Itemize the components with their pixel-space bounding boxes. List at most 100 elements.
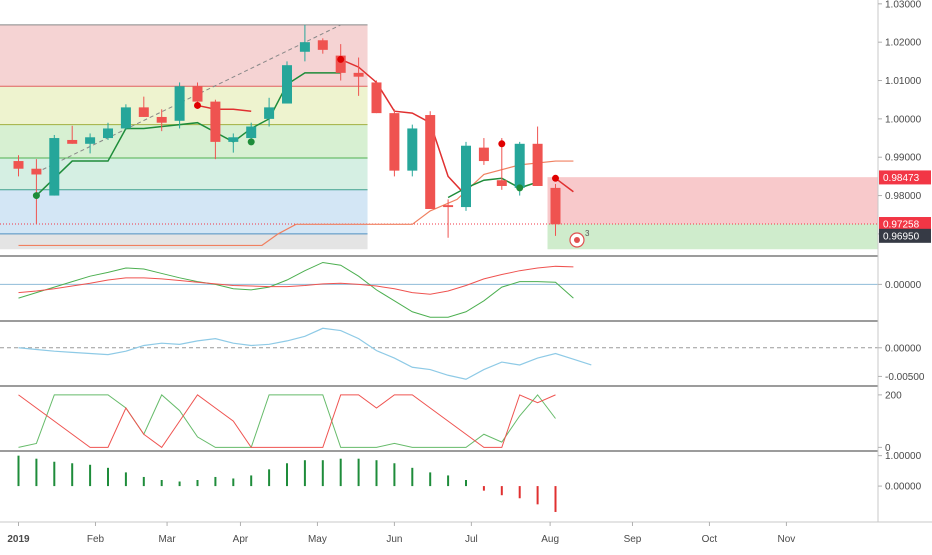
- histogram-bar: [107, 467, 109, 487]
- histogram-bar: [232, 478, 235, 487]
- event-badge-count: 3: [585, 229, 590, 238]
- fib-band: [0, 24, 368, 87]
- dashed-trendline: [36, 24, 341, 174]
- candle-body: [192, 86, 203, 102]
- candle-body: [550, 187, 561, 225]
- candle-body: [210, 101, 221, 142]
- candle-body: [317, 40, 328, 50]
- fib-band: [0, 233, 368, 250]
- time-axis[interactable]: 2019 Feb Mar Apr May Jun Jul Aug Sep Oct Nov: [0, 521, 932, 545]
- time-tick-label: Sep: [624, 534, 642, 545]
- histogram-bar: [518, 486, 521, 499]
- supertrend-red: [555, 177, 574, 193]
- candle-body: [120, 107, 131, 129]
- fib-band: [0, 189, 368, 234]
- price-tick-label: 0.99000: [885, 153, 922, 164]
- candle-body: [407, 128, 418, 171]
- osc3-tick-label: 0: [885, 443, 891, 454]
- hist-tick-label: 1.00000: [885, 451, 922, 462]
- price-tick-label: 1.02000: [885, 38, 922, 49]
- histogram-bar: [554, 486, 557, 512]
- candle-body: [13, 161, 24, 169]
- signal-dot: [552, 174, 559, 182]
- histogram-bar: [357, 458, 360, 487]
- histogram-bar: [447, 475, 450, 487]
- candle-body: [156, 116, 167, 123]
- candle-body: [371, 82, 382, 114]
- histogram-bar: [482, 486, 485, 491]
- oscillator-pane-3[interactable]: [18, 394, 556, 449]
- candle-body: [282, 65, 292, 104]
- candle-body: [138, 107, 149, 117]
- fib-band: [0, 124, 368, 158]
- histogram-bar: [375, 460, 378, 487]
- time-tick-label: Oct: [702, 534, 718, 545]
- price-tag-label: 0.96950: [883, 231, 920, 242]
- histogram-bar: [393, 463, 396, 487]
- signal-dot: [498, 140, 506, 148]
- price-tick-label: 0.98000: [885, 191, 922, 202]
- candle-body: [49, 138, 60, 196]
- price-axis[interactable]: 1.03000 1.02000 1.01000 1.00000 0.99000 0.980…: [0, 0, 931, 522]
- main-price-pane[interactable]: 3: [0, 24, 878, 250]
- price-tag-label: 0.98473: [883, 173, 920, 184]
- time-tick-label: 2019: [7, 534, 30, 545]
- time-tick-label: Jul: [465, 534, 478, 545]
- price-tag: [879, 228, 931, 243]
- candle-body: [228, 137, 239, 142]
- histogram-bar: [339, 458, 342, 487]
- histogram-bar: [35, 458, 38, 487]
- event-badge-dot: [573, 237, 580, 243]
- time-tick-label: Feb: [87, 534, 105, 545]
- time-tick-label: Aug: [541, 534, 559, 545]
- histogram-bar: [465, 480, 467, 487]
- histogram-bar: [286, 463, 288, 487]
- target-zone-green: [547, 223, 878, 250]
- histogram-bar: [160, 480, 163, 487]
- signal-dot: [247, 138, 255, 146]
- osc2-tick-label: -0.00500: [885, 372, 925, 383]
- signal-dot: [32, 192, 40, 200]
- histogram-bar: [500, 486, 503, 496]
- price-tag: [879, 170, 931, 185]
- time-tick-label: Mar: [158, 534, 176, 545]
- orange-trailing-line: [18, 160, 574, 247]
- histogram-bar: [268, 469, 271, 487]
- histogram-bar: [303, 460, 306, 487]
- histogram-bar: [214, 476, 217, 487]
- price-tag: [879, 217, 931, 232]
- signal-dot: [194, 101, 201, 109]
- candle-body: [532, 143, 543, 186]
- osc3-tick-label: 200: [885, 390, 902, 401]
- supertrend-red: [340, 58, 467, 197]
- histogram-bar: [53, 461, 56, 487]
- histogram-bar: [17, 455, 20, 487]
- histogram-bar: [71, 463, 74, 487]
- candle-body: [478, 147, 489, 162]
- oscillator-pane-2[interactable]: [0, 327, 878, 380]
- price-tick-label: 1.00000: [885, 114, 922, 125]
- histogram-bar: [429, 472, 432, 487]
- price-tag-label: 0.97258: [883, 220, 920, 231]
- candle-body: [264, 107, 275, 119]
- candle-body: [85, 137, 96, 144]
- candle-body: [67, 139, 78, 144]
- osc2-tick-label: 0.00000: [885, 343, 922, 354]
- histogram-bar: [124, 472, 127, 487]
- histogram-bar: [536, 486, 539, 505]
- histogram-pane[interactable]: [17, 455, 557, 512]
- signal-dot: [516, 184, 524, 192]
- osc2-blue-line: [18, 327, 592, 380]
- target-zone-red: [547, 177, 878, 224]
- candle-body: [103, 128, 113, 139]
- candle-body: [443, 205, 454, 208]
- histogram-bar: [89, 464, 92, 487]
- oscillator-pane-1[interactable]: [0, 261, 878, 318]
- price-tick-label: 1.03000: [885, 0, 922, 10]
- histogram-bar: [196, 480, 199, 487]
- candle-body: [246, 126, 257, 139]
- candle-body: [389, 113, 400, 171]
- osc1-green-line: [18, 261, 574, 318]
